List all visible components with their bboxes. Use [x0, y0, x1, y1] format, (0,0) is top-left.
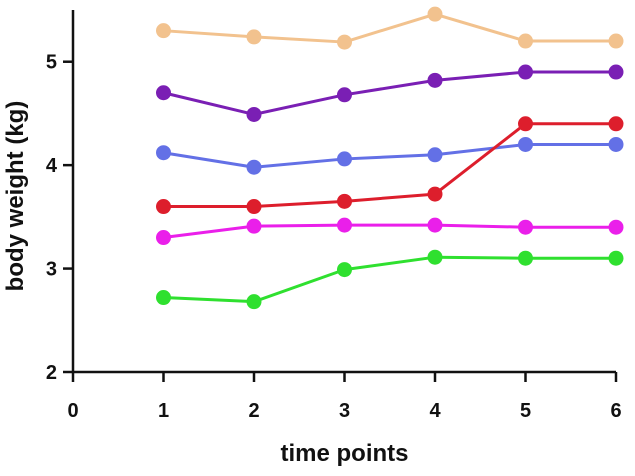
data-point	[246, 29, 262, 45]
data-point	[246, 294, 262, 310]
y-axis-title: body weight (kg)	[2, 101, 29, 292]
series-line	[163, 122, 616, 209]
data-point	[518, 136, 533, 152]
data-point	[608, 136, 624, 152]
y-tick-label: 4	[46, 155, 58, 177]
series-line	[163, 255, 616, 304]
data-point	[518, 116, 533, 132]
x-tick-label: 3	[339, 400, 350, 422]
data-point	[518, 33, 533, 49]
data-point	[246, 106, 262, 122]
x-tick-label: 1	[158, 400, 169, 422]
data-point	[337, 151, 352, 167]
series-5	[156, 217, 624, 246]
data-point	[608, 64, 624, 80]
data-point	[337, 87, 352, 103]
x-axis-title: time points	[280, 440, 408, 467]
data-point	[156, 290, 171, 306]
x-tick-label: 6	[610, 400, 621, 422]
data-point	[427, 217, 443, 233]
axes	[71, 10, 616, 374]
data-point	[518, 219, 533, 235]
series-6	[156, 249, 624, 310]
data-point	[337, 193, 352, 209]
series-line	[163, 142, 616, 169]
x-tick-label: 5	[520, 400, 531, 422]
y-ticks: 2 3 4 5	[46, 52, 73, 384]
series-line	[163, 12, 616, 44]
data-point	[156, 23, 171, 39]
data-point	[337, 262, 352, 278]
series-4	[156, 116, 624, 215]
series-line	[163, 70, 616, 116]
y-tick-label: 5	[46, 52, 57, 74]
x-tick-label: 2	[248, 400, 259, 422]
data-point	[156, 145, 171, 161]
data-point	[156, 199, 171, 215]
data-point	[246, 218, 262, 234]
series-1	[156, 6, 624, 50]
data-point	[246, 159, 262, 175]
series-line	[163, 223, 616, 240]
data-point	[608, 116, 624, 132]
data-point	[608, 219, 624, 235]
data-point	[427, 186, 443, 202]
data-point	[518, 250, 533, 266]
y-tick-label: 3	[46, 259, 57, 281]
data-point	[427, 147, 443, 163]
data-point	[246, 199, 262, 215]
x-tick-label: 4	[429, 400, 441, 422]
data-point	[427, 72, 443, 88]
data-point	[427, 249, 443, 265]
series-2	[156, 64, 624, 122]
series-layer	[156, 6, 624, 310]
data-point	[337, 34, 352, 50]
series-3	[156, 136, 624, 175]
data-point	[156, 85, 171, 101]
x-ticks: 0 1 2 3 4 5 6	[67, 372, 622, 422]
y-tick-label: 2	[46, 362, 57, 384]
data-point	[608, 33, 624, 49]
data-point	[608, 250, 624, 266]
data-point	[427, 6, 443, 22]
x-tick-label: 0	[67, 400, 78, 422]
data-point	[337, 217, 352, 233]
data-point	[518, 64, 533, 80]
data-point	[156, 230, 171, 246]
